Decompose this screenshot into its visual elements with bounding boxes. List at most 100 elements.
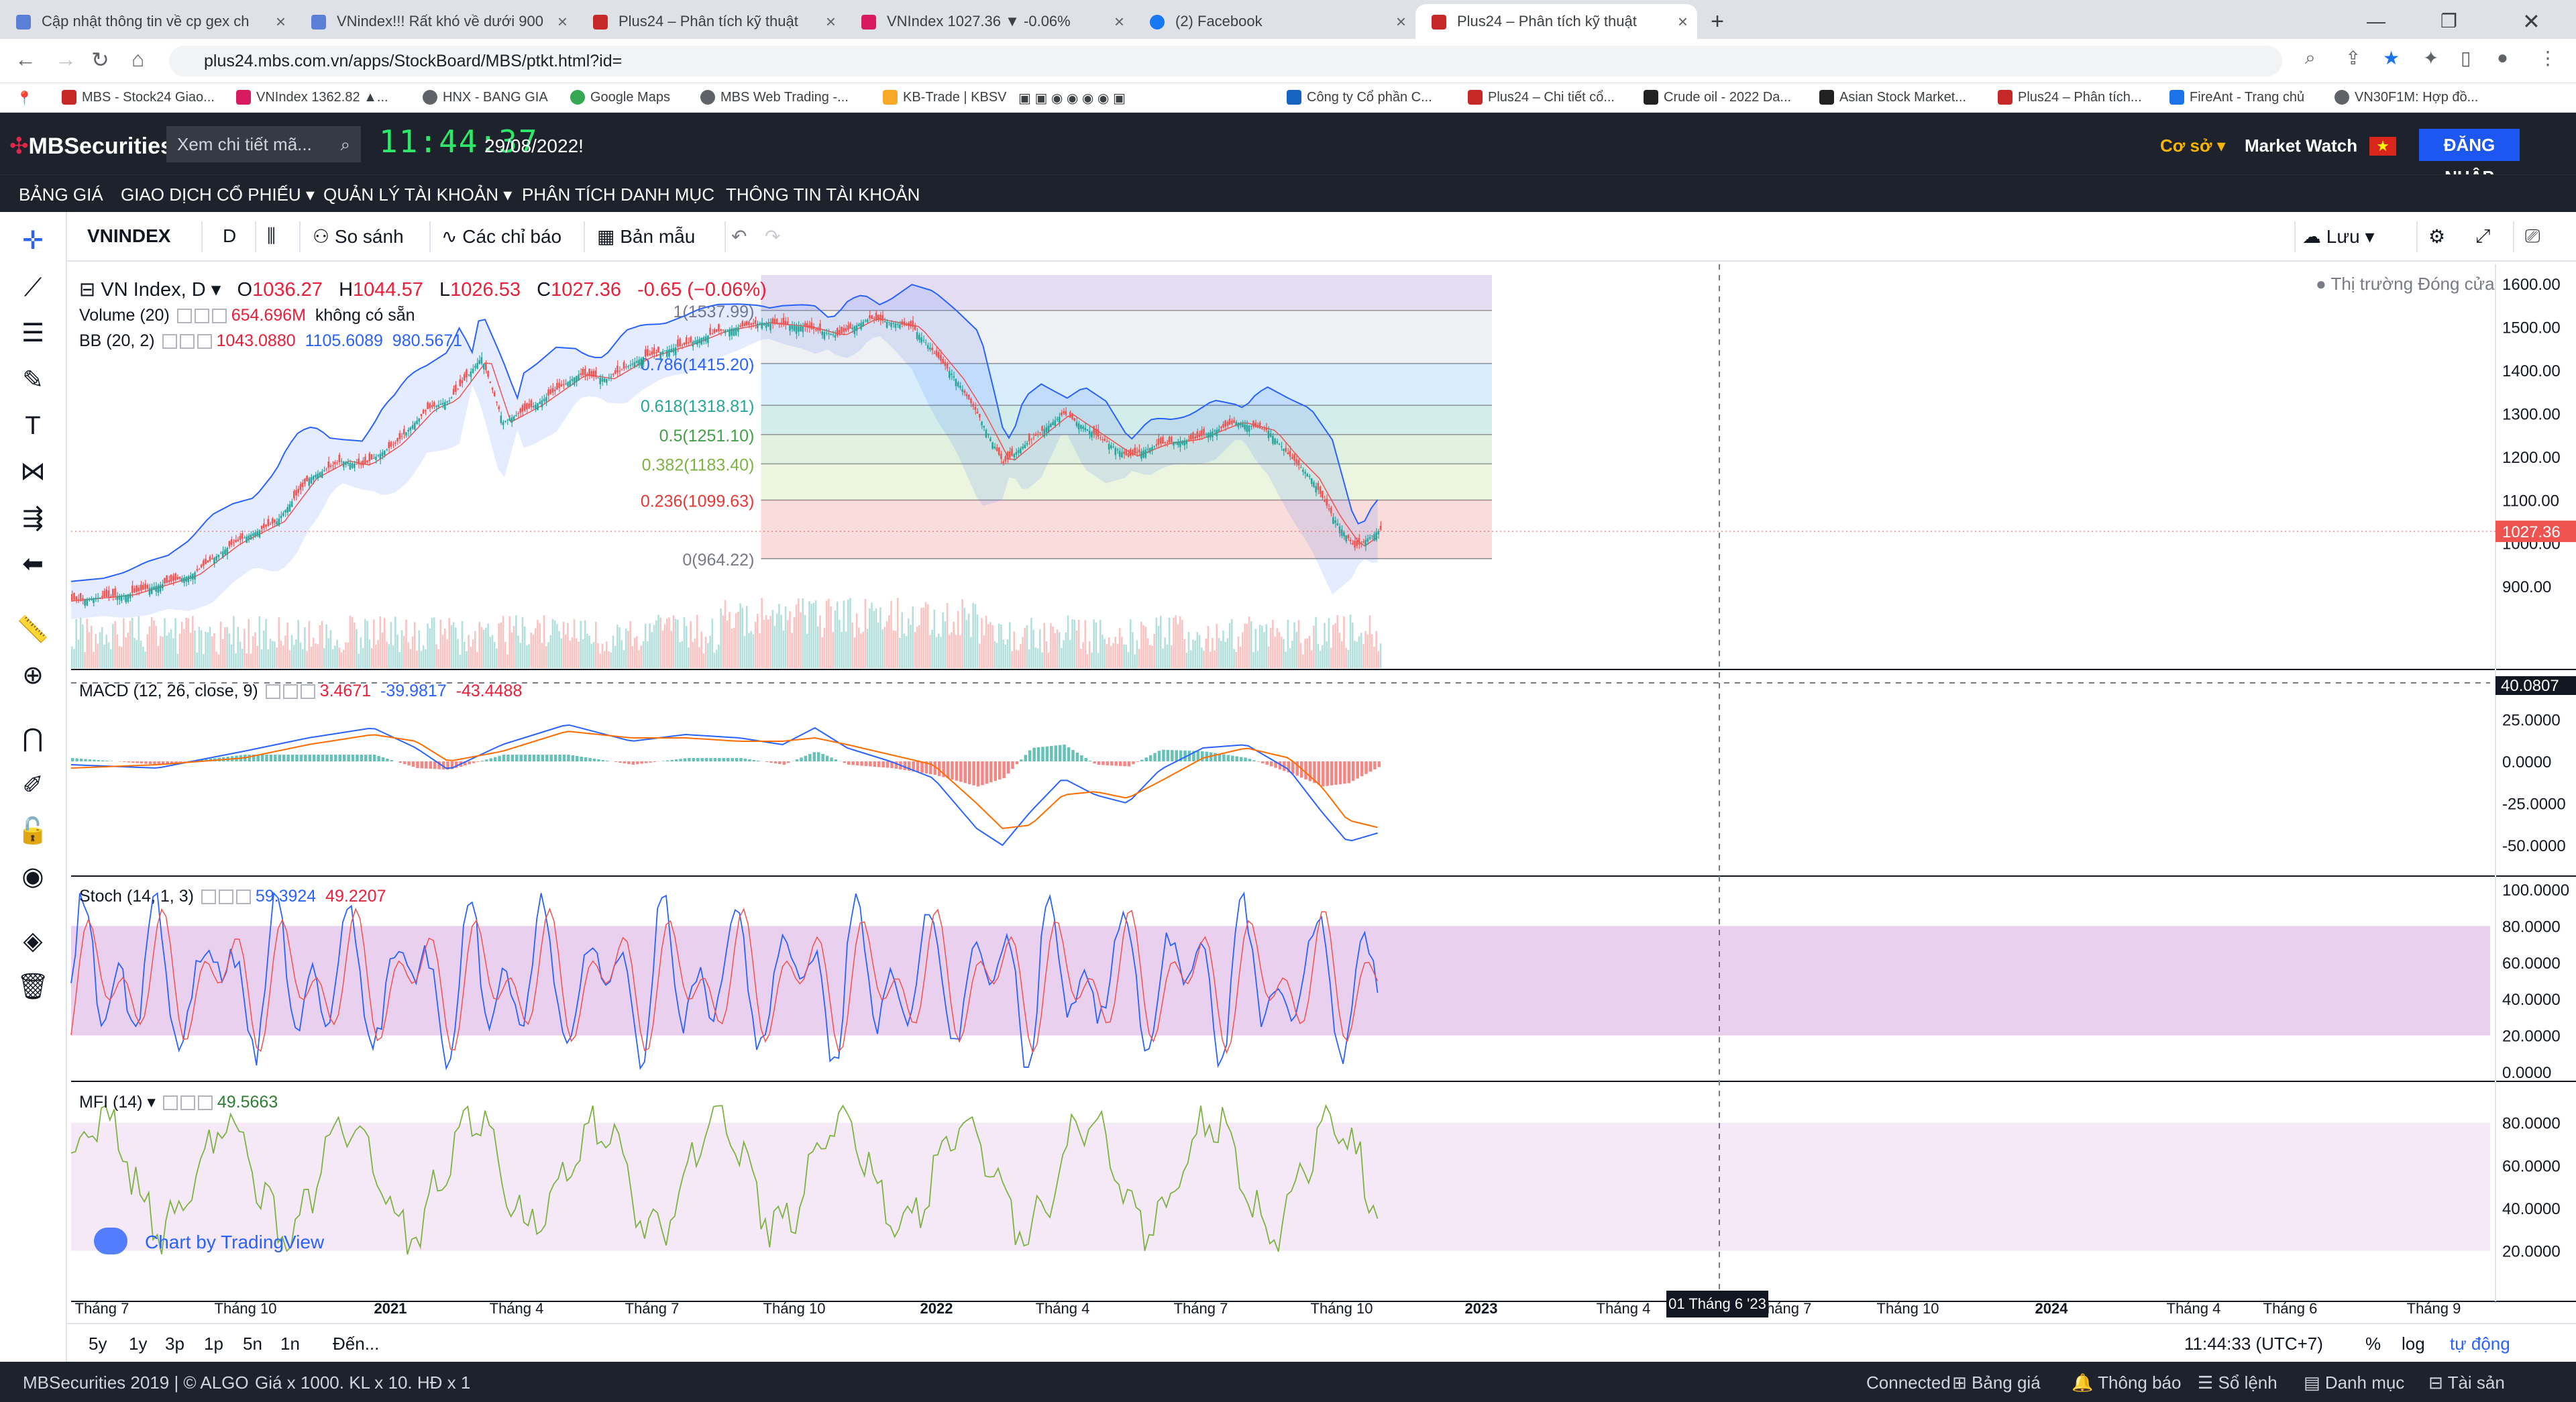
status-danh-muc[interactable]: ▤ Danh mục (2304, 1372, 2405, 1393)
crosshair-icon[interactable]: ✛ (22, 227, 44, 255)
range-3p[interactable]: 3p (165, 1334, 184, 1354)
horizontal-lines-icon[interactable]: ☰ (21, 319, 45, 347)
restore-icon[interactable]: ❐ (2440, 11, 2458, 32)
eye-toggle-icon[interactable] (162, 1095, 178, 1111)
bookmark-item[interactable]: Google Maps (570, 90, 670, 105)
eye-icon[interactable]: ◉ (21, 863, 44, 891)
bookmark-item[interactable]: VN30F1M: Hợp đồ... (2334, 90, 2478, 105)
back-arrow-icon[interactable]: ⬅ (22, 550, 44, 578)
home-icon[interactable]: ⌂ (131, 47, 145, 71)
status-tai-san[interactable]: ⊟ Tài sản (2428, 1372, 2505, 1393)
magnet-icon[interactable]: ⋂ (22, 724, 44, 753)
goto-date-button[interactable]: Đến... (333, 1334, 380, 1354)
settings-toggle-icon[interactable] (194, 309, 209, 324)
range-1n[interactable]: 1n (280, 1334, 300, 1354)
auto-scale-toggle[interactable]: tự động (2450, 1334, 2510, 1354)
sidebar-icon[interactable]: ▯ (2461, 48, 2471, 68)
trend-line-icon[interactable]: ⟋ (23, 274, 42, 302)
close-tab-icon[interactable]: × (1114, 11, 1124, 32)
redo-icon[interactable]: ↷ (765, 226, 781, 247)
eye-toggle-icon[interactable] (176, 309, 192, 324)
compare-button[interactable]: ⚇ So sánh (313, 226, 404, 247)
reload-icon[interactable]: ↻ (91, 48, 109, 72)
share-icon[interactable]: ⇪ (2345, 48, 2361, 68)
pattern-icon[interactable]: ⋈ (20, 457, 46, 486)
tradingview-watermark[interactable]: Chart by TradingView (94, 1228, 324, 1254)
settings-toggle-icon[interactable] (282, 684, 298, 700)
url-field[interactable]: plus24.mbs.com.vn/apps/StockBoard/MBS/pt… (169, 46, 2282, 76)
interval-button[interactable]: D (223, 225, 237, 246)
vietnam-flag-icon[interactable]: ★ (2369, 137, 2396, 156)
lock-drawing-icon[interactable]: ✐ (22, 771, 44, 800)
close-window-icon[interactable]: ✕ (2522, 9, 2540, 34)
settings-toggle-icon[interactable] (179, 334, 195, 349)
status-so-lenh[interactable]: ☰ Sổ lệnh (2198, 1372, 2277, 1393)
remove-toggle-icon[interactable] (211, 309, 227, 324)
close-tab-icon[interactable]: × (1395, 11, 1406, 32)
remove-toggle-icon[interactable] (197, 334, 212, 349)
candle-type-icon[interactable]: ⫼ (267, 225, 276, 246)
bookmark-item[interactable]: FireAnt - Trang chủ (2169, 90, 2304, 105)
menu-bang-gia[interactable]: BẢNG GIÁ (19, 184, 103, 205)
status-thong-bao[interactable]: 🔔 Thông báo (2072, 1372, 2182, 1393)
bookmark-item[interactable]: Công ty Cổ phần C... (1287, 90, 1432, 105)
close-tab-icon[interactable]: × (557, 11, 568, 32)
bookmark-icons-group[interactable]: ▣ ▣ ◉ ◉ ◉ ◉ ▣ (1018, 91, 1126, 106)
browser-tab[interactable]: VNIndex 1027.36 ▼ -0.06% × (845, 4, 1134, 39)
eye-toggle-icon[interactable] (201, 889, 216, 905)
range-5y[interactable]: 5y (89, 1334, 107, 1354)
close-tab-icon[interactable]: × (1677, 11, 1688, 32)
symbol-search-input[interactable]: Xem chi tiết mã... ⌕ (166, 126, 361, 162)
range-1p[interactable]: 1p (204, 1334, 223, 1354)
undo-icon[interactable]: ↶ (731, 226, 747, 247)
menu-thong-tin[interactable]: THÔNG TIN TÀI KHOẢN (726, 184, 920, 205)
settings-gear-icon[interactable]: ⚙ (2428, 226, 2446, 247)
close-tab-icon[interactable]: × (275, 11, 286, 32)
market-selector[interactable]: Cơ sở ▾ (2160, 136, 2226, 156)
browser-tab-active[interactable]: Plus24 – Phân tích kỹ thuật × (1415, 4, 1697, 39)
menu-giao-dich[interactable]: GIAO DỊCH CỔ PHIẾU ▾ (121, 184, 315, 205)
bookmark-item[interactable]: MBS - Stock24 Giao... (62, 90, 215, 105)
browser-tab[interactable]: (2) Facebook × (1134, 4, 1415, 39)
collapse-legend-icon[interactable]: ⊟ (79, 279, 96, 301)
extensions-icon[interactable]: ✦ (2423, 48, 2439, 68)
text-icon[interactable]: T (25, 412, 41, 440)
zoom-in-icon[interactable]: ⊕ (22, 661, 44, 690)
lock-icon[interactable]: 🔓 (17, 817, 49, 845)
prediction-icon[interactable]: ⇶ (22, 504, 44, 533)
menu-dots-icon[interactable]: ⋮ (2538, 48, 2557, 68)
trash-icon[interactable]: 🗑 (16, 973, 50, 1001)
bookmark-item[interactable]: MBS Web Trading -... (700, 90, 849, 105)
bookmark-item[interactable]: VNIndex 1362.82 ▲... (236, 90, 388, 105)
layers-icon[interactable]: ◈ (23, 927, 43, 955)
bookmark-star-icon[interactable]: ★ (2383, 48, 2400, 68)
bookmark-item[interactable]: Crude oil - 2022 Da... (1644, 90, 1791, 105)
indicators-button[interactable]: ∿ Các chỉ báo (441, 226, 562, 247)
percent-toggle[interactable]: % (2365, 1334, 2381, 1354)
ruler-icon[interactable]: 📏 (17, 616, 49, 644)
bookmark-item[interactable]: Asian Stock Market... (1819, 90, 1966, 105)
settings-toggle-icon[interactable] (180, 1095, 195, 1111)
camera-icon[interactable]: ⎚ (2525, 225, 2540, 246)
remove-toggle-icon[interactable] (197, 1095, 213, 1111)
templates-button[interactable]: ▦ Bản mẫu (597, 226, 696, 247)
menu-phan-tich[interactable]: PHÂN TÍCH DANH MỤC (522, 184, 714, 205)
close-tab-icon[interactable]: × (825, 11, 836, 32)
profile-icon[interactable]: ● (2497, 47, 2508, 68)
save-button[interactable]: ☁ Lưu ▾ (2302, 226, 2375, 247)
minimize-icon[interactable]: — (2367, 11, 2385, 32)
back-icon[interactable]: ← (15, 47, 36, 71)
forward-icon[interactable]: → (55, 47, 76, 71)
login-button[interactable]: ĐĂNG NHẬP (2419, 129, 2520, 187)
status-bang-gia[interactable]: ⊞ Bảng giá (1952, 1372, 2041, 1393)
range-5n[interactable]: 5n (243, 1334, 262, 1354)
search-icon[interactable]: ⌕ (340, 134, 350, 154)
log-toggle[interactable]: log (2402, 1334, 2425, 1354)
symbol-input[interactable]: VNINDEX (87, 225, 171, 246)
bookmark-item[interactable]: Plus24 – Chi tiết cổ... (1468, 90, 1615, 105)
browser-tab[interactable]: Cập nhật thông tin về cp gex ch × (0, 4, 295, 39)
zoom-icon[interactable]: ⌕ (2305, 47, 2316, 68)
mbs-logo[interactable]: ✣MBSecurities (9, 133, 173, 159)
eye-toggle-icon[interactable] (265, 684, 280, 700)
